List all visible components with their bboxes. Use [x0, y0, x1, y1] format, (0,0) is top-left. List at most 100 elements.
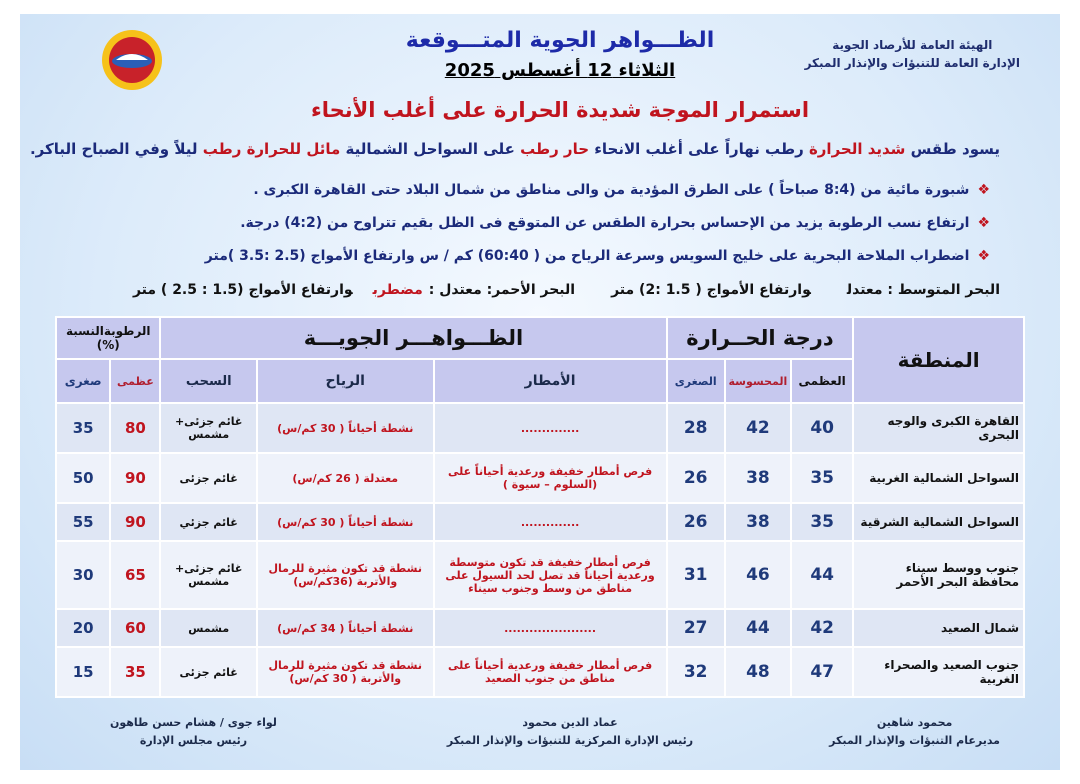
cell-min: 31	[665, 540, 726, 610]
cell-clouds: غائم جزئى	[159, 452, 258, 504]
header-row: المنطقة درجة الحــرارة الظـــواهـــر الج…	[54, 316, 1025, 404]
cell-wind: نشطة قد تكون مثيرة للرمال والأتربة (36كم…	[255, 540, 435, 610]
signature-name: محمود شاهين	[876, 716, 953, 729]
cell-humidity-min: 35	[54, 402, 112, 454]
cell-region: جنوب ووسط سيناء محافظة البحر الأحمر	[852, 540, 1025, 610]
cell-region: شمال الصعيد	[852, 608, 1025, 648]
cell-humidity-min: 50	[54, 452, 112, 504]
cell-feels: 44	[723, 608, 793, 648]
signature: لواء جوى / هشام حسن طاهون رئيس مجلس الإد…	[110, 714, 277, 750]
cell-humidity-max: 35	[109, 646, 162, 698]
signature: عماد الدين محمود رئيس الإدارة المركزية ل…	[440, 714, 700, 750]
cell-clouds: غائم جزئى+ مشمس	[159, 540, 258, 610]
signature: محمود شاهين مديرعام التنبؤات والإنذار ال…	[829, 714, 1000, 750]
signature-title: رئيس الإدارة المركزية للتنبؤات والإنذار …	[446, 734, 694, 747]
bullet-text: اضطراب الملاحة البحرية على خليج السويس و…	[204, 248, 970, 264]
summary-text: ليلاً وفي الصباح الباكر.	[29, 140, 203, 158]
bullet-text: ارتفاع نسب الرطوبة يزيد من الإحساس بحرار…	[240, 215, 970, 231]
cell-max: 40	[790, 402, 855, 454]
table-row: السواحل الشمالية الشرقية 35 38 26..........…	[54, 502, 1025, 542]
sea-text: وارتفاع الأمواج (1.5 : 2.5 ) متر	[132, 282, 353, 298]
summary-text: رطب نهاراً على أغلب الانحاء	[589, 140, 809, 158]
bullet: ❖اضطراب الملاحة البحرية على خليج السويس …	[204, 248, 990, 264]
header-cell: عظمى	[109, 358, 162, 404]
cell-feels: 38	[723, 452, 793, 504]
cell-rain: ..............	[432, 502, 668, 542]
cell-wind: نشطة أحياناً ( 34 كم/س)	[255, 608, 435, 648]
cell-clouds: غائم جزئى	[159, 646, 258, 698]
cell-min: 32	[665, 646, 726, 698]
cell-max: 47	[790, 646, 855, 698]
bulletin: الهيئة العامة للأرصاد الجوية الإدارة الع…	[20, 14, 1060, 770]
date: الثلاثاء 12 أغسطس 2025	[444, 60, 676, 81]
cell-humidity-max: 60	[109, 608, 162, 648]
logo	[102, 30, 162, 90]
sea-text: مضطرب	[372, 282, 423, 298]
table-body: القاهرة الكبرى والوجه البحرى 40 42 28......…	[54, 402, 1025, 698]
summary-text: يسود طقس	[905, 140, 1000, 158]
cell-region: القاهرة الكبرى والوجه البحرى	[852, 402, 1025, 454]
summary-text: شديد الحرارة	[808, 140, 906, 158]
signature-title: مديرعام التنبؤات والإنذار المبكر	[829, 734, 1000, 747]
logo-wing	[116, 54, 148, 60]
cell-max: 35	[790, 502, 855, 542]
header-cell: الظـــواهـــر الجويـــة	[159, 316, 668, 360]
cell-humidity-max: 65	[109, 540, 162, 610]
cell-region: السواحل الشمالية الغربية	[852, 452, 1025, 504]
cell-max: 44	[790, 540, 855, 610]
bullet-text: شبورة مائية من (8:4 صباحاً ) على الطرق ا…	[253, 182, 970, 198]
cell-humidity-min: 30	[54, 540, 112, 610]
summary-text: حار رطب	[520, 140, 590, 158]
cell-rain: فرص أمطار خفيفة ورعدية أحياناً على مناطق…	[432, 646, 668, 698]
cell-wind: نشطة أحياناً ( 30 كم/س)	[255, 502, 435, 542]
cell-rain: ......................	[432, 608, 668, 648]
cell-humidity-min: 55	[54, 502, 112, 542]
cell-rain: فرص أمطار خفيفة قد تكون متوسطة ورعدية أح…	[432, 540, 668, 610]
cell-humidity-max: 90	[109, 452, 162, 504]
bullet: ❖ارتفاع نسب الرطوبة يزيد من الإحساس بحرا…	[240, 215, 990, 231]
cell-feels: 46	[723, 540, 793, 610]
cell-min: 26	[665, 452, 726, 504]
header-cell: الرطوبةالنسبة (%)	[54, 316, 162, 360]
cell-feels: 48	[723, 646, 793, 698]
header-cell: الصغرى	[665, 358, 726, 404]
header-cell: المنطقة	[852, 316, 1025, 404]
cell-wind: نشطة أحياناً ( 30 كم/س)	[255, 402, 435, 454]
table-row: جنوب ووسط سيناء محافظة البحر الأحمر 44 46 3…	[54, 540, 1025, 610]
header-cell: العظمى	[790, 358, 855, 404]
sea-text: وارتفاع الأمواج ( 1.5 :2) متر	[611, 282, 811, 298]
cell-clouds: غائم جزئى+ مشمس	[159, 402, 258, 454]
cell-clouds: غائم جزئي	[159, 502, 258, 542]
cell-humidity-min: 15	[54, 646, 112, 698]
cell-rain: ..............	[432, 402, 668, 454]
header-cell: السحب	[159, 358, 258, 404]
cell-humidity-max: 90	[109, 502, 162, 542]
sea-text: البحر الأحمر: معتدل :	[428, 282, 576, 298]
summary: يسود طقس شديد الحرارة رطب نهاراً على أغل…	[30, 140, 1000, 158]
summary-text: مائل للحرارة رطب	[202, 140, 341, 158]
cell-rain: فرص أمطار خفيفة ورعدية أحياناً على (السل…	[432, 452, 668, 504]
signature-name: عماد الدين محمود	[522, 716, 618, 729]
cell-min: 26	[665, 502, 726, 542]
header-cell: المحسوسة	[723, 358, 793, 404]
cell-min: 27	[665, 608, 726, 648]
header-cell: صغرى	[54, 358, 112, 404]
signature-title: رئيس مجلس الإدارة	[139, 734, 248, 747]
cell-wind: نشطة قد تكون مثيرة للرمال والأتربة ( 30 …	[255, 646, 435, 698]
cell-max: 42	[790, 608, 855, 648]
cell-wind: معتدلة ( 26 كم/س)	[255, 452, 435, 504]
bullets: ❖شبورة مائية من (8:4 صباحاً ) على الطرق …	[205, 174, 990, 273]
cell-clouds: مشمس	[159, 608, 258, 648]
header-cell: الأمطار	[432, 358, 668, 404]
title: الظـــواهر الجوية المتـــوقعة	[405, 28, 715, 53]
table-row: السواحل الشمالية الغربية 35 38 26 فرص أمطار …	[54, 452, 1025, 504]
seas: البحر المتوسط : معتدل وارتفاع الأمواج ( 1…	[97, 282, 1000, 298]
table-row: شمال الصعيد 42 44 27...................... ن…	[54, 608, 1025, 648]
header-cell: درجة الحــرارة	[665, 316, 855, 360]
bullet: ❖شبورة مائية من (8:4 صباحاً ) على الطرق …	[253, 182, 990, 198]
cell-feels: 42	[723, 402, 793, 454]
cell-region: جنوب الصعيد والصحراء الغربية	[852, 646, 1025, 698]
org-line: الإدارة العامة للتنبؤات والإنذار المبكر	[804, 56, 1020, 70]
sea-text: البحر المتوسط : معتدل	[846, 282, 1000, 298]
